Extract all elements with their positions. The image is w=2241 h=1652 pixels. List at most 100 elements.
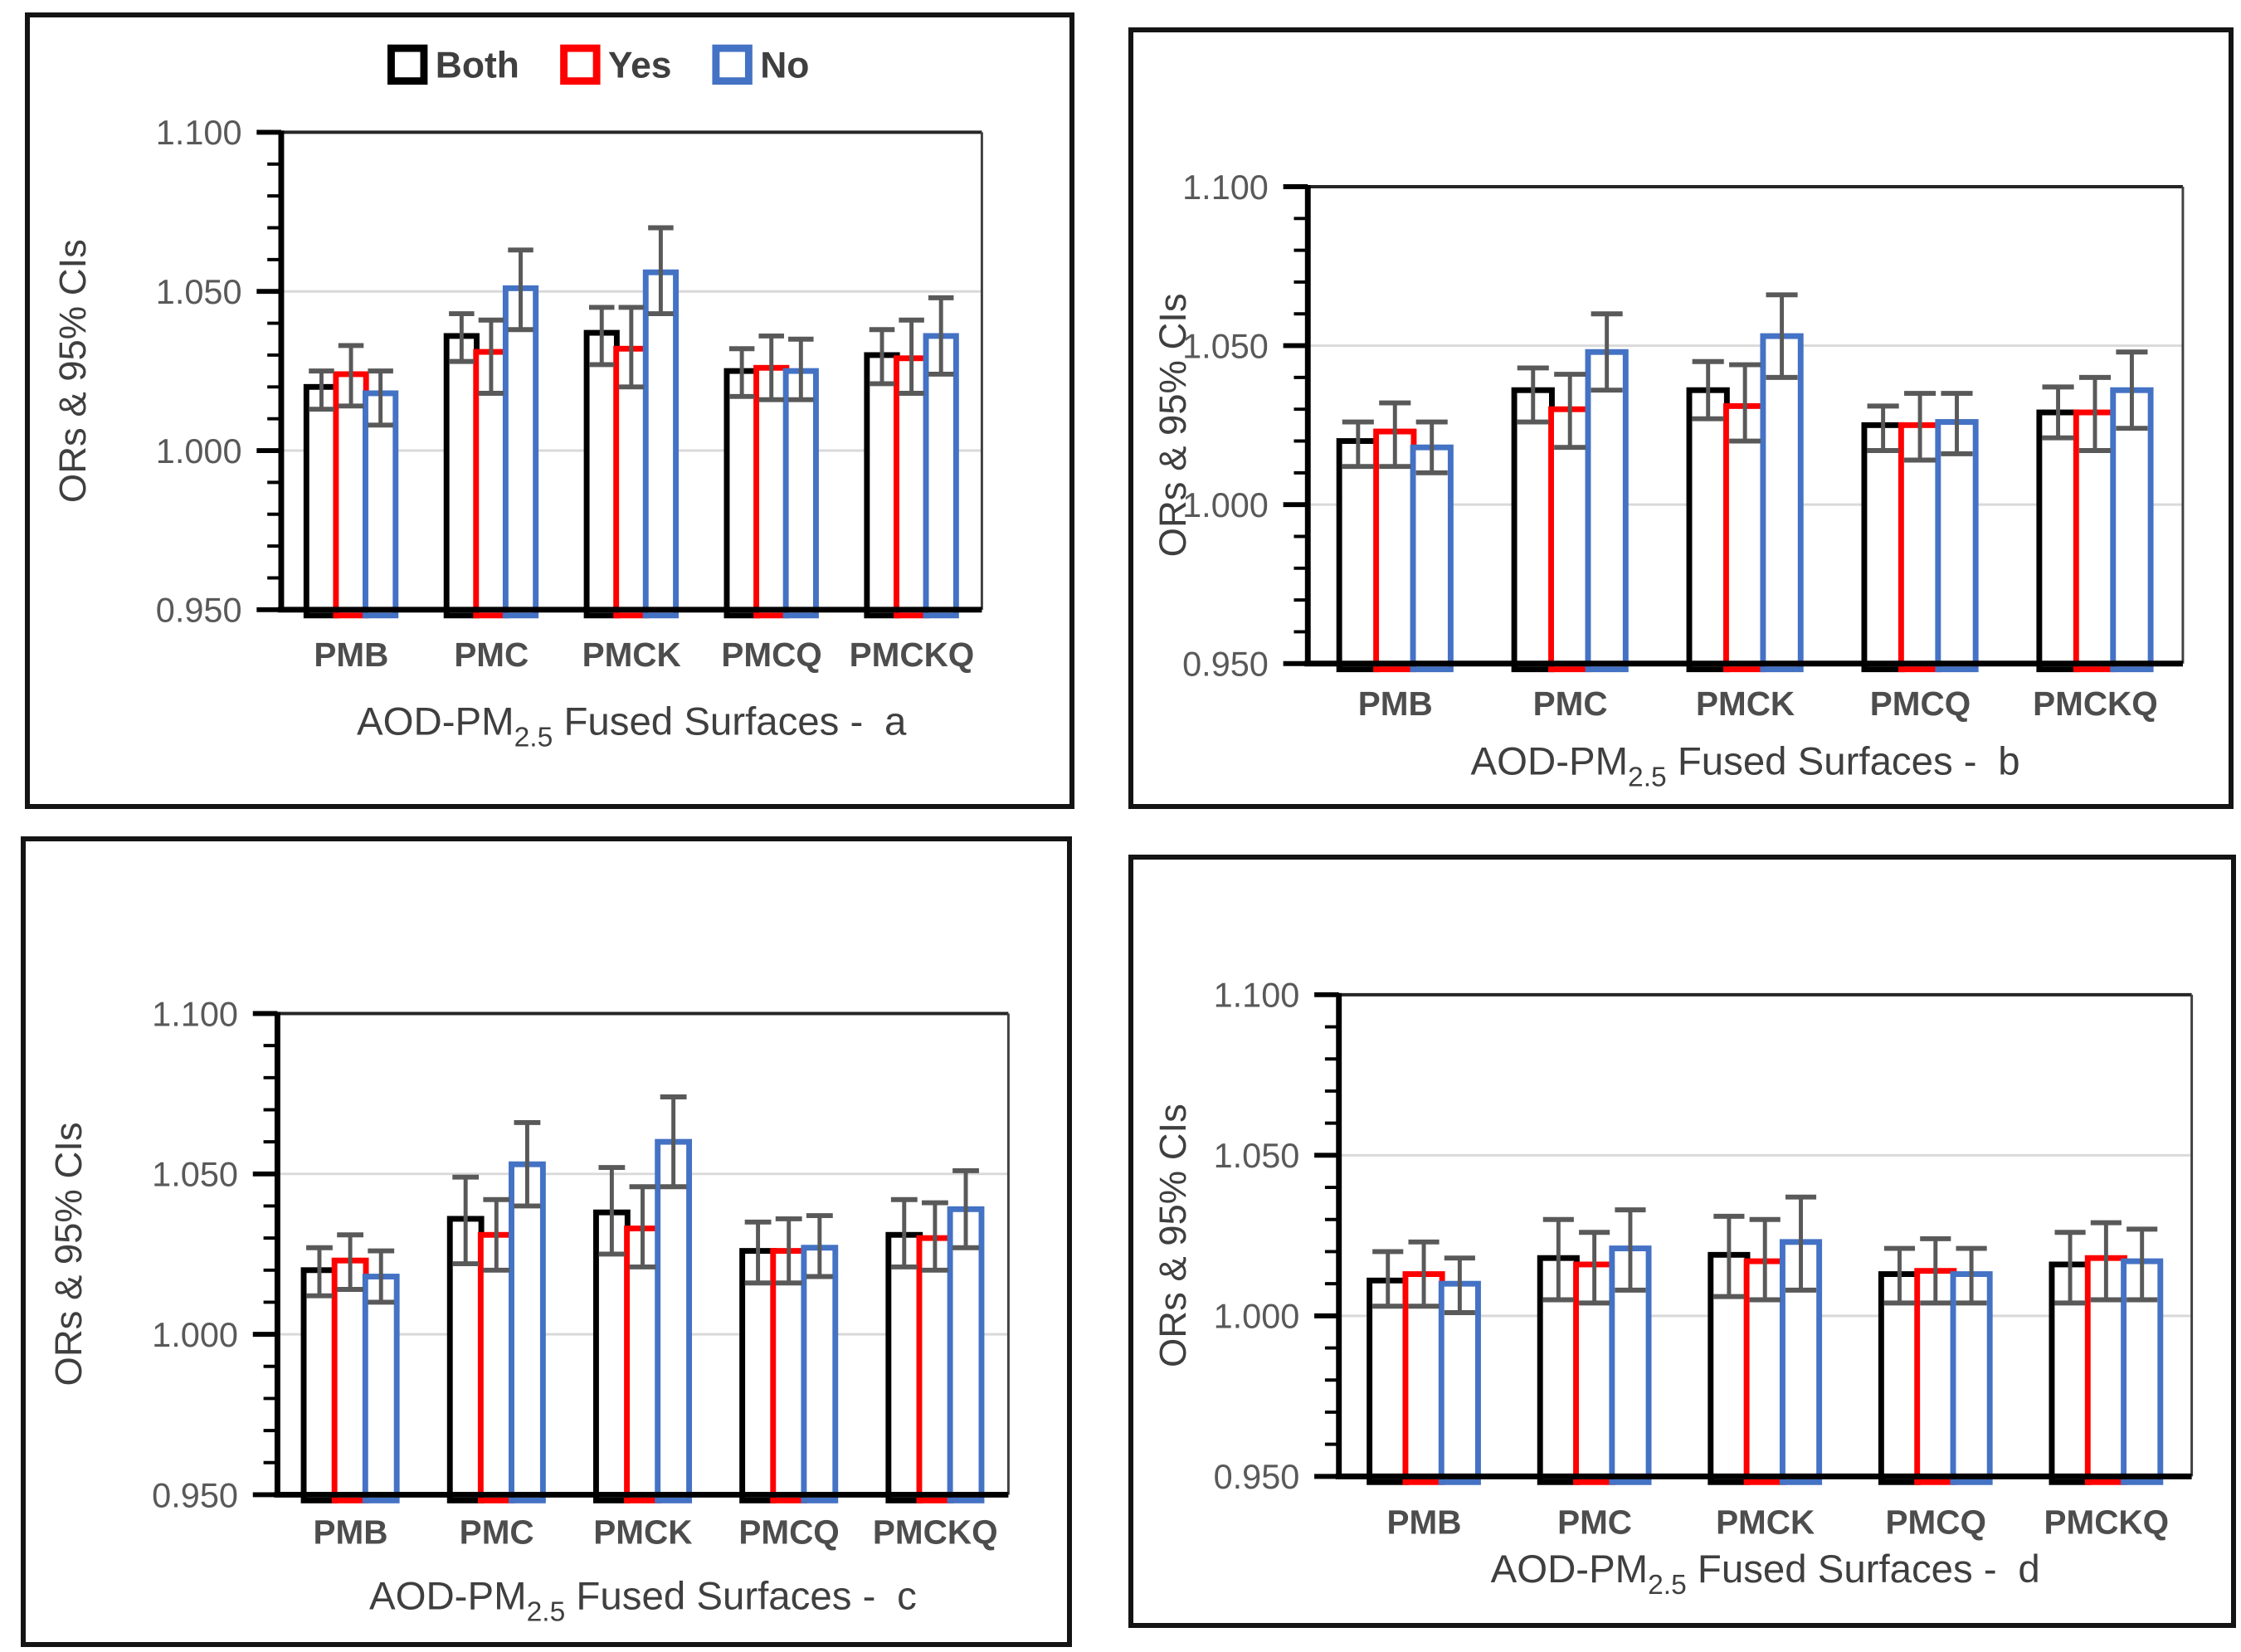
- error-bar-b-PMCKQ-Yes: [2078, 374, 2112, 453]
- y-tick-label: 1.000: [152, 1315, 238, 1354]
- bar-a-PMCK-No: [642, 269, 680, 619]
- legend-label-Yes: Yes: [608, 46, 672, 86]
- error-bar-c-PMB-Yes: [337, 1232, 364, 1292]
- chart-panel-a: 0.950 1.000 1.050 1.100 PMB PMC PMCK PMCQ PMCKQ O…: [51, 44, 983, 753]
- y-tick-label: 1.100: [156, 113, 242, 152]
- legend: Both Yes No: [387, 44, 809, 86]
- x-category-label: PMCQ: [1886, 1503, 1986, 1541]
- bar-a-PMCK-Both: [583, 329, 620, 619]
- bar-a-PMCQ-No: [782, 368, 819, 619]
- x-category-label: PMB: [314, 636, 388, 674]
- error-bar-d-PMCK-Yes: [1749, 1216, 1781, 1303]
- x-axis-title: AOD-PM2.5 Fused Surfaces -a: [357, 700, 907, 753]
- bar-b-PMCK-Both: [1686, 387, 1730, 673]
- bar-a-PMCKQ-Both: [864, 352, 900, 619]
- bar-b-PMCK-No: [1760, 333, 1804, 673]
- legend-label-Both: Both: [436, 46, 519, 86]
- error-bar-c-PMCK-Yes: [629, 1184, 656, 1269]
- bar-c-PMCKQ-No: [947, 1206, 985, 1503]
- error-bar-b-PMCQ-Yes: [1904, 391, 1937, 463]
- error-bar-a-PMCK-No: [648, 225, 674, 317]
- bar-c-PMB-Both: [300, 1267, 339, 1503]
- x-axis-title: AOD-PM2.5 Fused Surfaces -d: [1491, 1547, 2040, 1601]
- error-bar-d-PMCKQ-No: [2127, 1226, 2158, 1303]
- y-axis-title: ORs & 95% CIs: [1152, 1104, 1194, 1367]
- panel-letter: c: [897, 1574, 917, 1618]
- bar-b-PMCK-Yes: [1723, 402, 1767, 673]
- bar-a-PMCKQ-No: [923, 333, 959, 619]
- error-bar-b-PMCQ-No: [1941, 391, 1973, 456]
- error-bar-b-PMB-Yes: [1379, 400, 1411, 470]
- error-bar-a-PMB-Yes: [338, 343, 364, 409]
- error-bar-b-PMCKQ-Both: [2042, 384, 2074, 441]
- legend-label-No: No: [760, 46, 809, 86]
- error-bar-c-PMCK-No: [660, 1094, 687, 1190]
- x-category-label: PMC: [460, 1513, 534, 1551]
- error-bar-a-PMCKQ-Yes: [899, 317, 924, 396]
- x-category-label: PMB: [1387, 1503, 1462, 1541]
- y-tick-label: 1.000: [1214, 1297, 1300, 1336]
- bar-b-PMC-Both: [1511, 387, 1555, 673]
- error-bar-b-PMC-Yes: [1554, 372, 1586, 451]
- x-category-label: PMCQ: [738, 1513, 839, 1551]
- bar-a-PMCQ-Both: [723, 368, 760, 619]
- error-bar-b-PMCKQ-No: [2116, 349, 2148, 431]
- error-bar-d-PMCK-Both: [1713, 1213, 1745, 1299]
- y-tick-label: 1.100: [1182, 168, 1269, 207]
- y-tick-label: 1.100: [1214, 976, 1300, 1015]
- error-bar-b-PMCK-Both: [1692, 358, 1724, 422]
- y-tick-label: 1.050: [156, 272, 242, 311]
- error-bar-c-PMCKQ-Both: [890, 1196, 918, 1269]
- error-bar-d-PMCKQ-Both: [2054, 1230, 2086, 1306]
- x-category-label: PMCQ: [721, 636, 821, 674]
- bar-b-PMB-No: [1410, 444, 1454, 673]
- y-tick-label: 0.950: [1214, 1457, 1300, 1496]
- error-bar-d-PMCKQ-Yes: [2090, 1220, 2122, 1303]
- y-tick-label: 1.050: [152, 1155, 238, 1194]
- error-bar-d-PMB-No: [1444, 1255, 1475, 1315]
- bar-c-PMCQ-No: [801, 1245, 839, 1503]
- bar-b-PMC-Yes: [1548, 406, 1592, 673]
- bar-b-PMB-Both: [1336, 438, 1380, 673]
- bar-d-PMB-Both: [1367, 1277, 1410, 1485]
- bar-a-PMCQ-Yes: [753, 364, 790, 619]
- error-bar-a-PMCQ-Yes: [758, 333, 784, 402]
- error-bar-b-PMB-No: [1415, 419, 1448, 475]
- error-bar-c-PMCKQ-Yes: [921, 1200, 948, 1273]
- panel-letter: d: [2018, 1547, 2039, 1591]
- bar-c-PMCK-No: [655, 1138, 693, 1503]
- error-bar-c-PMC-No: [514, 1119, 541, 1209]
- panel-c: 0.950 1.000 1.050 1.100 PMB PMC PMCK PMCQ PMCKQ O…: [21, 836, 1072, 1647]
- x-category-label: PMC: [1557, 1503, 1632, 1541]
- x-category-label: PMCK: [1696, 685, 1795, 723]
- error-bar-c-PMCKQ-No: [952, 1167, 979, 1250]
- bar-a-PMC-No: [502, 285, 539, 619]
- legend-marker-No: [712, 44, 753, 85]
- y-axis-title: ORs & 95% CIs: [47, 1122, 90, 1386]
- error-bar-b-PMCK-No: [1766, 292, 1798, 380]
- y-tick-label: 0.950: [156, 591, 242, 630]
- error-bar-a-PMB-No: [368, 368, 393, 428]
- bar-c-PMCQ-Both: [739, 1248, 777, 1503]
- x-category-label: PMCKQ: [2044, 1503, 2169, 1541]
- panel-a: 0.950 1.000 1.050 1.100 PMB PMC PMCK PMCQ PMCKQ O…: [25, 12, 1074, 809]
- bar-c-PMC-No: [509, 1161, 546, 1503]
- x-category-label: PMCKQ: [2033, 685, 2158, 723]
- error-bar-a-PMCK-Both: [588, 305, 615, 368]
- bar-c-PMCKQ-Yes: [916, 1235, 954, 1503]
- y-tick-label: 0.950: [152, 1475, 238, 1514]
- bar-b-PMCKQ-Both: [2036, 409, 2080, 673]
- error-bar-a-PMC-Yes: [478, 317, 504, 396]
- error-bar-b-PMCK-Yes: [1729, 362, 1761, 444]
- x-category-label: PMC: [1533, 685, 1608, 723]
- x-category-label: PMC: [454, 636, 529, 674]
- bar-a-PMB-Yes: [333, 371, 369, 619]
- error-bar-a-PMCQ-Both: [728, 346, 755, 399]
- panel-letter: a: [884, 700, 907, 744]
- chart-panel-b: 0.950 1.000 1.050 1.100 PMB PMC PMCK PMCQ PMCKQ O…: [1152, 168, 2185, 792]
- bar-a-PMCKQ-Yes: [893, 355, 930, 619]
- error-bar-c-PMCK-Both: [598, 1165, 626, 1257]
- error-bar-d-PMC-No: [1615, 1207, 1646, 1293]
- x-category-label: PMCK: [582, 636, 681, 674]
